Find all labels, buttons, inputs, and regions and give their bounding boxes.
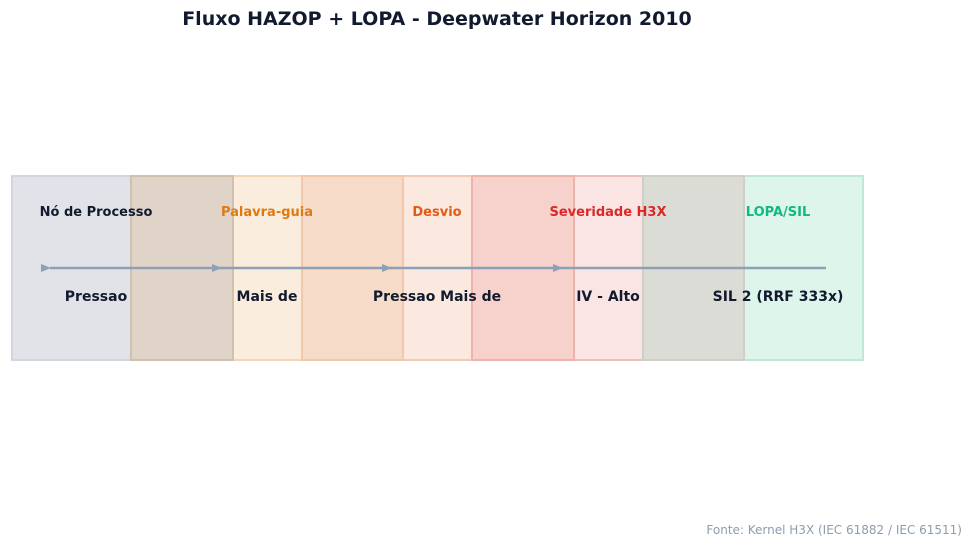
source-note: Fonte: Kernel H3X (IEC 61882 / IEC 61511…: [706, 523, 962, 537]
diagram-title: Fluxo HAZOP + LOPA - Deepwater Horizon 2…: [182, 8, 692, 30]
stage-label-deviation: Desvio: [412, 205, 462, 220]
stage-label-severity: Severidade H3X: [549, 205, 667, 220]
stage-value-guideword: Mais de: [236, 289, 298, 305]
stage-label-process-node: Nó de Processo: [39, 205, 153, 220]
stage-value-deviation: Pressao Mais de: [372, 289, 502, 305]
stage-value-process-node: Pressao: [64, 289, 128, 305]
stage-value-lopa: SIL 2 (RRF 333x): [712, 289, 844, 305]
stage-label-guideword: Palavra-guia: [220, 205, 314, 220]
stage-label-lopa: LOPA/SIL: [745, 205, 811, 220]
stage-value-severity: IV - Alto: [576, 289, 640, 305]
